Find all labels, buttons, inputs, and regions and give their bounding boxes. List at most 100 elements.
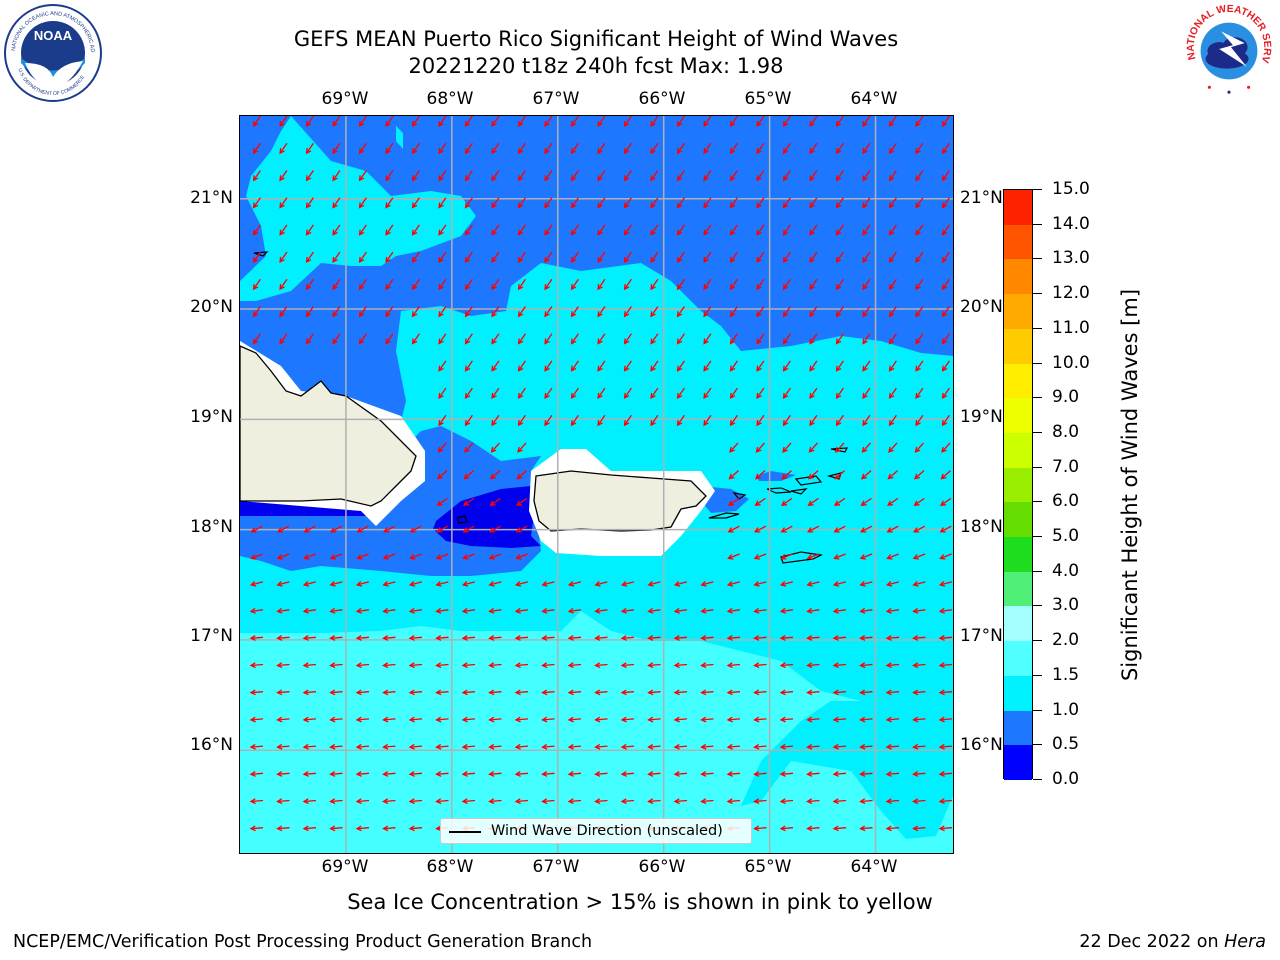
wave-direction-arrow — [859, 581, 873, 587]
wave-direction-arrow — [356, 525, 369, 533]
wave-direction-arrow — [461, 771, 476, 777]
wave-direction-arrow — [464, 116, 473, 128]
wave-direction-arrow — [700, 743, 714, 750]
wave-direction-arrow — [464, 278, 473, 291]
wave-direction-arrow — [727, 497, 740, 506]
wave-direction-arrow — [541, 635, 555, 641]
wave-direction-arrow — [835, 116, 844, 128]
wave-direction-arrow — [252, 142, 261, 155]
wave-direction-arrow — [355, 825, 370, 832]
wave-direction-arrow — [913, 470, 925, 480]
wave-direction-arrow — [567, 798, 582, 805]
wave-direction-arrow — [835, 442, 845, 453]
wave-direction-arrow — [438, 278, 447, 291]
wave-direction-arrow — [491, 333, 500, 345]
wave-direction-arrow — [597, 360, 606, 372]
wave-direction-arrow — [780, 553, 793, 560]
colorbar — [1003, 189, 1033, 780]
wave-direction-arrow — [676, 170, 685, 182]
wave-direction-arrow — [544, 278, 553, 291]
wave-direction-arrow — [383, 525, 396, 533]
wave-direction-arrow — [941, 170, 950, 182]
colorbar-tick-label: 12.0 — [1052, 283, 1090, 304]
wave-band-vi — [756, 471, 796, 481]
wave-direction-arrow — [729, 333, 738, 345]
wave-direction-arrow — [597, 387, 606, 400]
colorbar-swatch — [1004, 502, 1032, 538]
wave-direction-arrow — [835, 170, 844, 182]
wave-direction-arrow — [435, 581, 449, 587]
wave-direction-arrow — [385, 116, 394, 128]
wave-direction-arrow — [517, 197, 526, 209]
wave-direction-arrow — [915, 224, 924, 236]
wave-direction-arrow — [912, 607, 926, 614]
wave-direction-arrow — [541, 581, 555, 587]
wave-direction-arrow — [888, 170, 897, 182]
wave-direction-arrow — [915, 414, 924, 427]
wave-direction-arrow — [408, 771, 423, 777]
colorbar-tick-mark — [1033, 674, 1042, 676]
wave-direction-arrow — [885, 607, 899, 614]
wave-direction-arrow — [623, 360, 632, 372]
wave-direction-arrow — [249, 635, 264, 641]
wave-direction-arrow — [833, 525, 846, 533]
wave-direction-arrow — [809, 224, 818, 236]
wave-direction-arrow — [408, 743, 423, 750]
wave-direction-arrow — [249, 825, 264, 832]
wave-direction-arrow — [355, 689, 370, 696]
wave-direction-arrow — [782, 197, 791, 209]
wave-direction-arrow — [673, 607, 687, 614]
wave-direction-arrow — [279, 333, 288, 345]
wave-direction-arrow — [650, 170, 659, 182]
wave-direction-arrow — [544, 170, 553, 182]
wave-direction-arrow — [915, 116, 924, 128]
wave-direction-arrow — [249, 607, 263, 614]
wave-direction-arrow — [435, 553, 449, 560]
wave-direction-arrow — [358, 197, 367, 209]
wave-direction-arrow — [541, 716, 555, 723]
wave-direction-arrow — [597, 116, 606, 128]
wave-direction-arrow — [729, 170, 738, 182]
wave-direction-arrow — [276, 716, 290, 723]
wave-direction-arrow — [464, 387, 473, 400]
wave-direction-arrow — [594, 662, 608, 669]
wave-direction-arrow — [249, 662, 264, 669]
lon-label-bottom-68w: 68°W — [426, 857, 474, 877]
wave-direction-arrow — [729, 278, 738, 291]
wave-direction-arrow — [647, 798, 661, 805]
wave-direction-arrow — [703, 414, 712, 427]
wave-direction-arrow — [676, 251, 685, 264]
wave-direction-arrow — [463, 470, 474, 480]
wave-direction-arrow — [673, 689, 688, 696]
wave-direction-arrow — [859, 716, 873, 723]
wave-direction-arrow — [302, 689, 317, 696]
colorbar-swatch — [1004, 745, 1032, 780]
wave-direction-arrow — [302, 635, 317, 641]
wave-direction-arrow — [514, 662, 529, 669]
wave-direction-arrow — [411, 306, 420, 318]
footer-date-text: 22 Dec 2022 on — [1079, 932, 1225, 952]
wave-direction-arrow — [544, 360, 553, 372]
wave-direction-arrow — [488, 635, 502, 641]
wave-direction-arrow — [276, 581, 290, 587]
wave-direction-arrow — [673, 662, 688, 669]
wave-direction-arrow — [491, 306, 500, 318]
wave-direction-arrow — [385, 224, 394, 236]
wave-direction-arrow — [885, 825, 900, 832]
wave-direction-arrow — [835, 251, 844, 264]
wave-direction-arrow — [358, 224, 367, 236]
wave-direction-arrow — [302, 771, 317, 777]
wave-direction-arrow — [833, 553, 846, 560]
wave-direction-arrow — [756, 170, 765, 182]
wave-direction-arrow — [756, 414, 765, 427]
wave-direction-arrow — [756, 116, 765, 128]
wave-direction-arrow — [941, 306, 950, 318]
wave-direction-arrow — [782, 387, 791, 400]
colorbar-tick-mark — [1033, 744, 1042, 746]
wave-direction-arrow — [650, 333, 659, 345]
wave-direction-arrow — [517, 224, 526, 236]
wave-direction-arrow — [938, 635, 953, 641]
wave-direction-arrow — [436, 525, 449, 533]
lat-label-left-16n: 16°N — [190, 735, 233, 755]
wave-direction-arrow — [461, 743, 476, 750]
